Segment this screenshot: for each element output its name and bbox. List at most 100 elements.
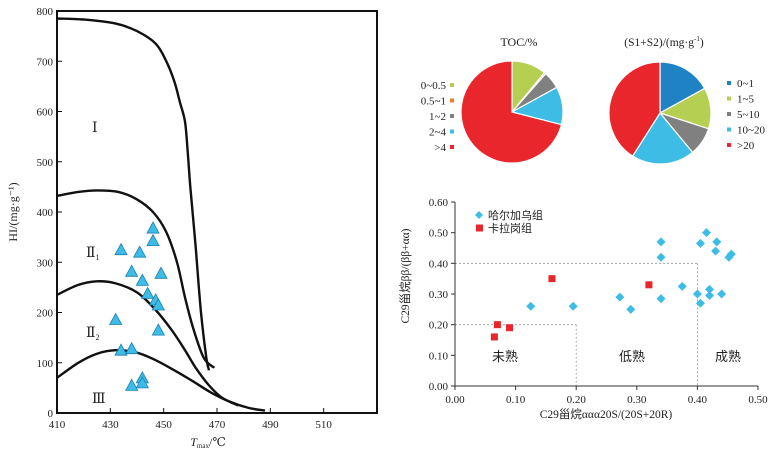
sterane-point-harjiawu [568,301,578,311]
s1s2-title-sup: -1 [694,35,700,43]
kerogen-boundary-curve [56,280,239,407]
sterane-ytick-label: 0.40 [429,258,449,270]
s1s2-legend: 0~1 1~5 5~10 10~20 >20 [727,78,765,152]
kerogen-zone-label: Ⅱ1 [86,246,100,262]
sterane-xticks: 0.00 0.10 0.20 0.30 0.40 0.50 [445,386,768,406]
sterane-legend-label: 哈尔加乌组 [488,208,543,222]
hi-yticks: 0 100 200 300 400 500 600 700 800 [37,6,62,420]
sterane-point-harjiawu [717,289,727,299]
hi-ytick-label: 500 [37,157,54,169]
sterane-xtick-label: 0.00 [445,394,465,406]
sterane-yticks: 0.00 0.10 0.20 0.30 0.40 0.50 0.60 [429,197,455,393]
sterane-legend-swatch [476,224,483,232]
sterane-point-harjiawu [526,301,536,311]
sterane-xtick-label: 0.50 [748,394,768,406]
sterane-point-harjiawu [677,281,687,291]
pie-legend-label: 5~10 [737,109,760,121]
pie-legend-label: 0~1 [737,78,754,90]
kerogen-zone-label: Ⅰ [92,121,98,136]
kerogen-zone-roman: Ⅰ [92,121,98,136]
sterane-ytick-label: 0.00 [429,381,449,393]
hi-ytick-label: 100 [37,358,54,370]
s1s2-title-end: ) [700,37,704,49]
pie-legend-swatch [450,98,454,103]
pie-slice [659,61,706,115]
sterane-point-harjiawu [701,228,711,238]
hi-xtick-label: 410 [49,419,66,431]
sterane-point-harjiawu [656,237,666,247]
sterane-point-harjiawu [695,238,705,248]
pie-slice [608,61,661,157]
sterane-point-harjiawu [726,249,736,259]
maturity-region-label: 成熟 [715,349,741,364]
sterane-legend-label: 卡拉岗组 [488,221,532,235]
sterane-xtick-label: 0.20 [567,394,587,406]
pie-legend-label: 10~20 [737,125,765,137]
sterane-xtick-label: 0.40 [688,394,708,406]
sterane-point-kalagang [493,321,501,329]
hi-ytick-label: 300 [37,257,54,269]
kerogen-zone-label: Ⅲ [92,392,106,407]
hi-tmax-point [124,264,139,277]
hi-ytick-label: 600 [37,107,54,119]
sterane-point-harjiawu [711,246,721,256]
hi-tmax-point [114,242,128,256]
sterane-point-harjiawu [626,304,636,314]
kerogen-zone-label: Ⅱ2 [86,326,100,342]
sterane-xtick-label: 0.10 [506,394,526,406]
hi-tmax-points [108,221,168,391]
pie-legend-swatch [450,129,454,134]
sterane-threshold-lines [455,262,698,386]
hi-xtick-label: 470 [209,419,226,431]
pie-legend-label: 2~4 [429,127,446,139]
toc-pie-chart: TOC/% 0~0.5 0.5~1 1~2 2~4 >4 [421,35,564,164]
sterane-ylabel: C29甾烷ββ/(ββ+αα) [398,228,412,323]
hi-xlabel-main: T [190,435,198,449]
sterane-point-harjiawu [724,252,734,262]
sterane-point-kalagang [645,281,653,289]
sterane-chart: 0.00 0.10 0.20 0.30 0.40 0.50 0.60 0.00 0.10 0.2… [398,197,768,421]
hi-tmax-point [151,323,166,336]
hi-ytick-label: 200 [37,308,54,320]
toc-pie-slices [460,60,564,164]
sterane-point-harjiawu [705,291,715,301]
sterane-point-harjiawu [712,237,722,247]
maturity-region-label: 低熟 [619,349,645,364]
sterane-xtick-label: 0.30 [627,394,647,406]
kerogen-zone-roman: Ⅲ [92,392,106,407]
toc-legend: 0~0.5 0.5~1 1~2 2~4 >4 [421,80,454,154]
pie-legend-swatch [450,114,454,118]
hi-xtick-label: 450 [155,419,172,431]
sterane-ytick-label: 0.20 [429,320,449,332]
kerogen-zone-roman: Ⅱ [86,246,96,261]
sterane-point-harjiawu [692,289,702,299]
sterane-ytick-label: 0.60 [429,197,449,209]
hi-tmax-point [151,298,166,311]
hi-tmax-point [146,233,160,247]
pie-legend-label: 0.5~1 [421,96,446,108]
hi-tmax-point [146,221,160,234]
hi-xtick-label: 490 [262,419,279,431]
pie-legend-label: >20 [737,140,755,152]
pie-slice [631,111,694,165]
hi-ytick-label: 700 [37,56,54,68]
sterane-point-harjiawu [695,298,705,308]
hi-xlabel: Tmax/℃ [190,435,226,450]
s1s2-pie-title: (S1+S2)/(mg·g-1) [624,35,704,49]
kerogen-boundary-curves [56,17,266,412]
pie-legend-label: 1~2 [429,111,446,123]
hi-tmax-point [135,376,150,389]
hi-ytick-label: 400 [37,207,54,219]
maturity-region-label: 未熟 [492,349,518,364]
pie-legend-label: 1~5 [737,94,754,106]
sterane-xlabel: C29甾烷ααα20S/(20S+20R) [540,407,673,421]
hi-tmax-point [140,286,155,299]
hi-tmax-point [124,378,139,391]
pie-legend-swatch [450,83,454,87]
sterane-point-kalagang [490,333,498,341]
kerogen-zone-sub: 2 [96,333,100,342]
kerogen-zone-sub: 1 [96,253,100,262]
hi-ytick-label: 0 [48,408,54,420]
